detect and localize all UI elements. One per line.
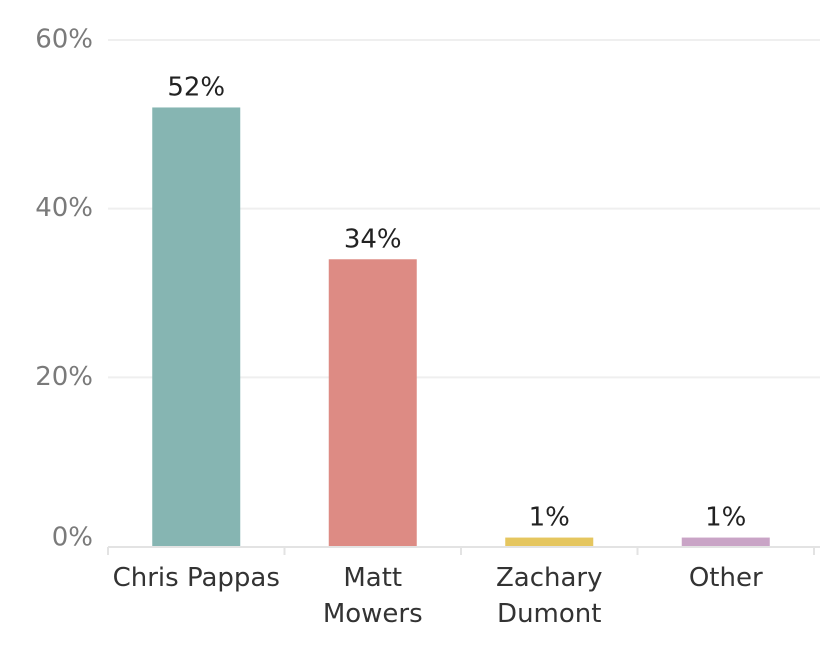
- x-category-label-line: Zachary: [496, 563, 603, 593]
- bar-value-label: 1%: [705, 503, 746, 533]
- y-axis-tick-labels: 0% 20% 40% 60%: [35, 25, 93, 553]
- x-category-label: Chris Pappas: [113, 563, 280, 593]
- y-tick-label: 0%: [52, 523, 93, 553]
- bar: [681, 537, 770, 546]
- x-axis-category-labels: Chris Pappas Matt Mowers Zachary Dumont Other: [113, 563, 763, 629]
- bars: [152, 107, 770, 546]
- bar-value-label: 52%: [167, 72, 225, 102]
- x-category-label: Other: [689, 563, 763, 593]
- x-category-label-line: Chris Pappas: [113, 563, 280, 593]
- y-tick-label: 40%: [35, 193, 93, 223]
- bar-value-label: 1%: [529, 503, 570, 533]
- bar: [152, 107, 241, 546]
- x-category-label: Zachary Dumont: [496, 563, 603, 629]
- y-tick-label: 20%: [35, 362, 93, 392]
- x-category-label-line: Dumont: [497, 599, 601, 629]
- bar: [328, 259, 417, 546]
- x-category-label-line: Matt: [343, 563, 402, 593]
- bar-value-label: 34%: [344, 224, 402, 254]
- x-category-label: Matt Mowers: [323, 563, 423, 629]
- y-tick-label: 60%: [35, 25, 93, 55]
- bar: [505, 537, 594, 546]
- data-labels: 52% 34% 1% 1%: [167, 72, 746, 532]
- x-category-label-line: Mowers: [323, 599, 423, 629]
- x-axis: [107, 546, 820, 555]
- x-category-label-line: Other: [689, 563, 763, 593]
